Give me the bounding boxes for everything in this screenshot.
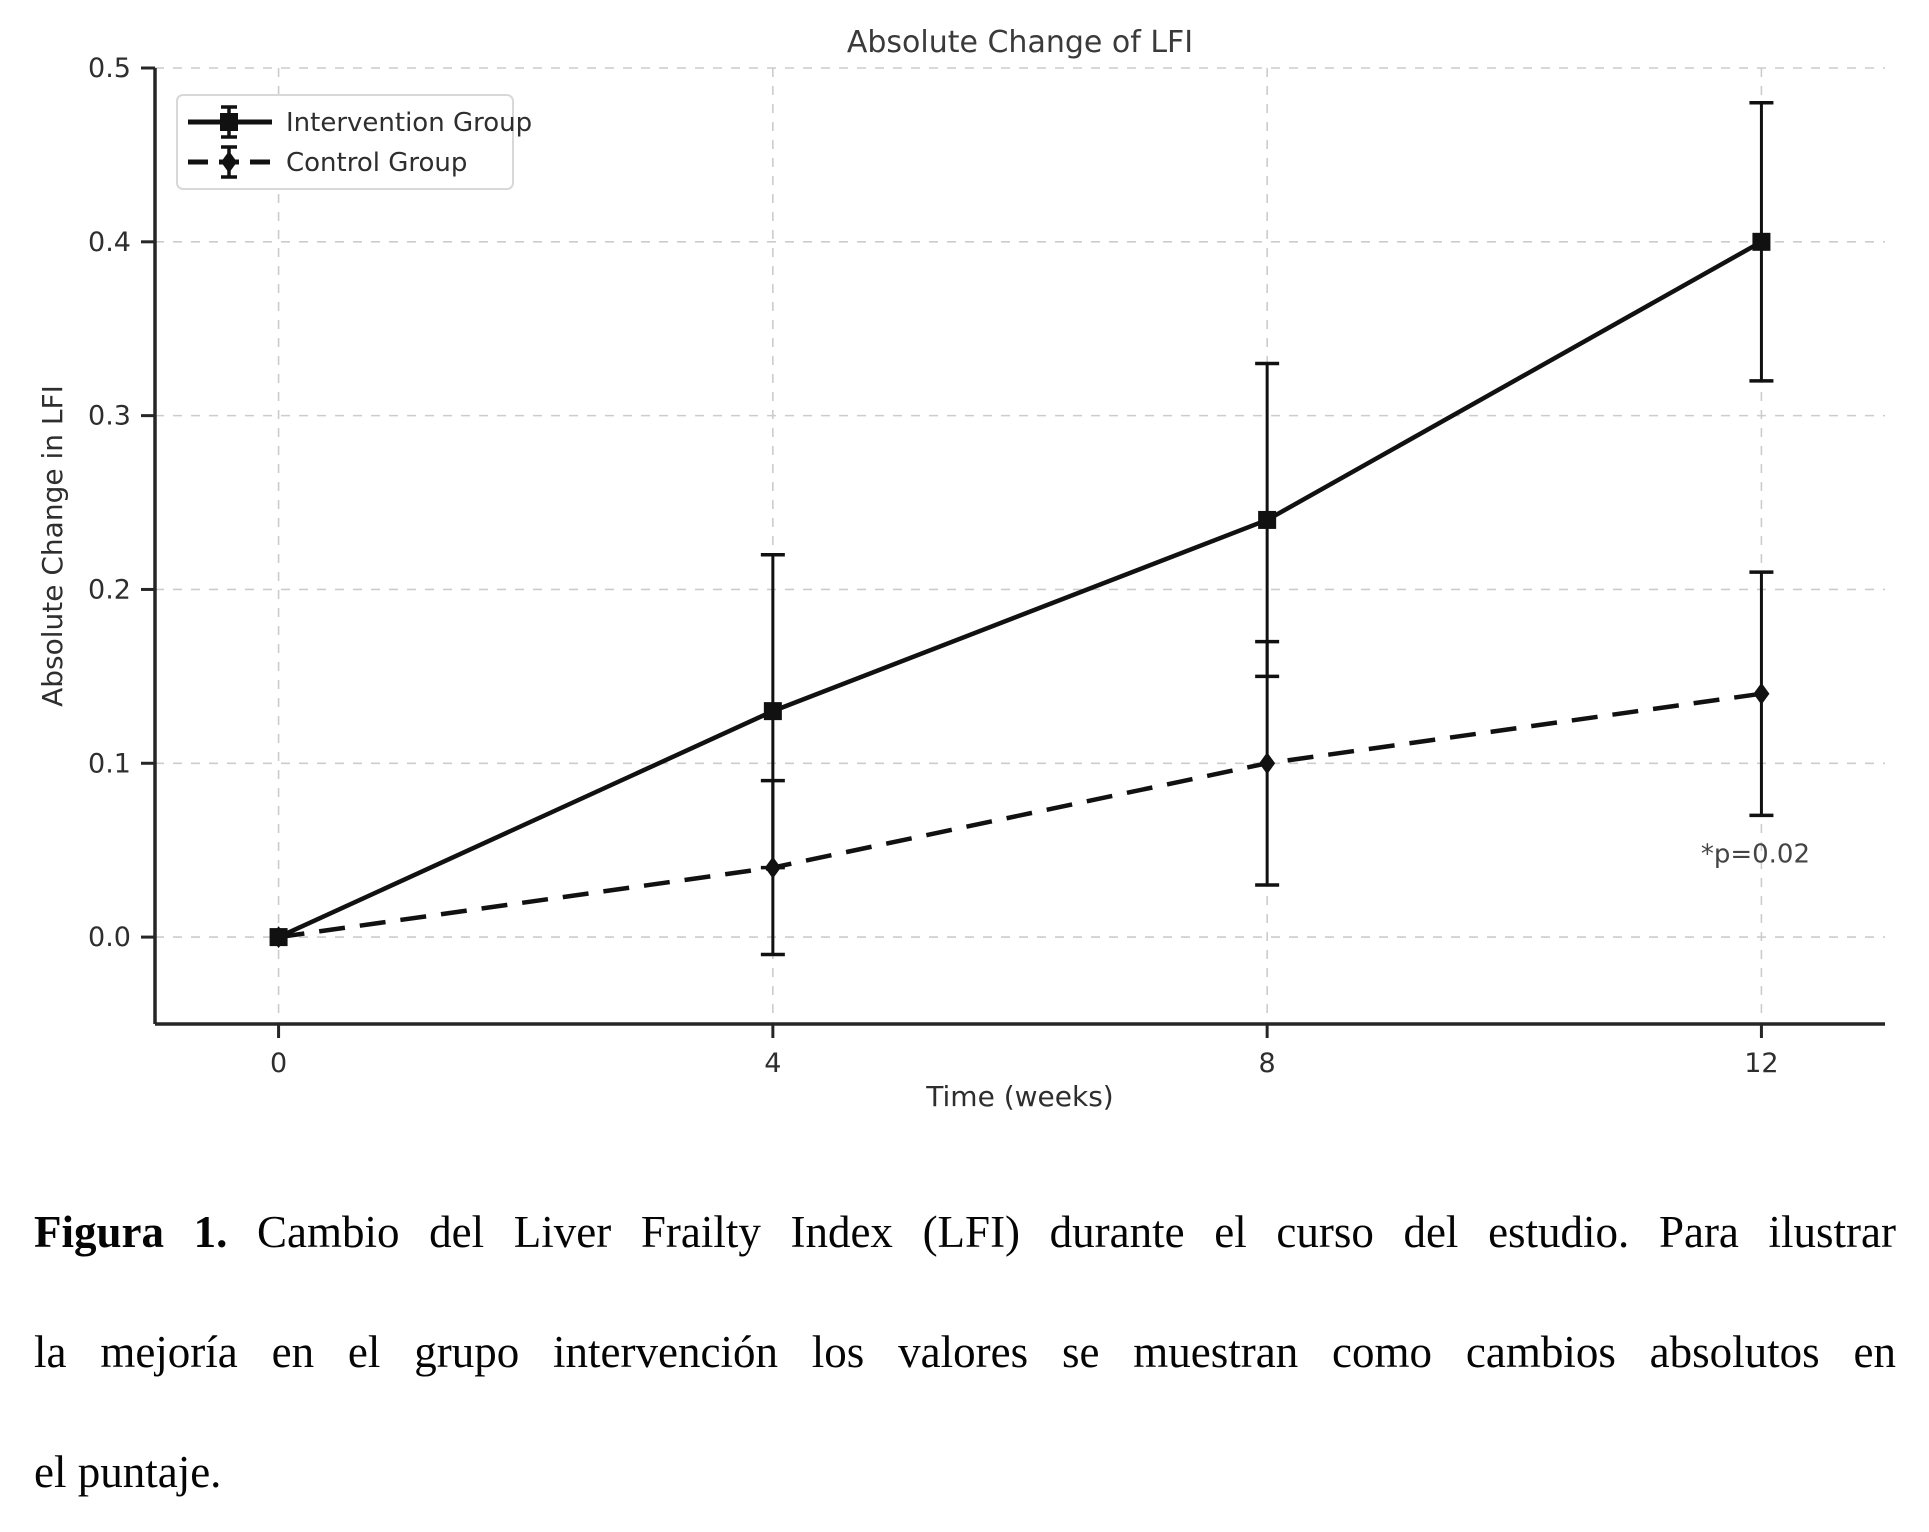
control-group-line [278, 691, 1762, 940]
legend-diamond-marker [221, 151, 237, 173]
x-tick-label: 4 [764, 1048, 781, 1079]
y-tick-label: 0.4 [88, 227, 131, 258]
x-tick-label: 0 [270, 1048, 287, 1079]
figure-label: Figura 1. [34, 1207, 228, 1257]
caption-line-2: la mejoría en el grupo intervención los … [34, 1327, 1896, 1377]
y-tick-label: 0.0 [88, 922, 131, 953]
diamond-marker [1753, 682, 1770, 705]
square-marker [269, 928, 288, 947]
y-axis-label: Absolute Change in LFI [36, 385, 69, 707]
caption-line-1-text: Cambio del Liver Frailty Index (LFI) dur… [227, 1207, 1897, 1257]
figure-caption: Figura 1. Cambio del Liver Frailty Index… [34, 1172, 1896, 1532]
square-marker [763, 702, 782, 721]
legend-square-marker [220, 113, 238, 131]
diamond-marker [1259, 752, 1276, 775]
y-tick-label: 0.3 [88, 401, 131, 432]
x-tick-label: 12 [1744, 1048, 1778, 1079]
square-marker [1258, 510, 1277, 529]
y-tick-label: 0.1 [88, 748, 131, 779]
lfi-line-chart: 0.0 0.1 0.2 0.3 0.4 0.5 0 4 8 12 Absolute Change o… [36, 25, 1885, 1113]
x-tick-label: 8 [1259, 1048, 1276, 1079]
intervention-group-line [277, 239, 1763, 940]
legend-box [176, 94, 514, 190]
y-tick-label: 0.5 [88, 53, 131, 84]
caption-line-3: el puntaje. [34, 1447, 222, 1497]
square-marker [1752, 232, 1771, 251]
p-value-annotation: *p=0.02 [1701, 840, 1810, 870]
caption-line-1: Figura 1. Cambio del Liver Frailty Index… [34, 1172, 1896, 1292]
chart-title: Absolute Change of LFI [847, 25, 1193, 60]
y-tick-label: 0.2 [88, 574, 131, 605]
legend-label: Control Group [286, 148, 467, 178]
lfi-figure: 0.0 0.1 0.2 0.3 0.4 0.5 0 4 8 12 Absolute Change o… [36, 25, 1885, 1113]
x-axis-label: Time (weeks) [925, 1080, 1113, 1113]
legend-label: Intervention Group [286, 108, 532, 138]
